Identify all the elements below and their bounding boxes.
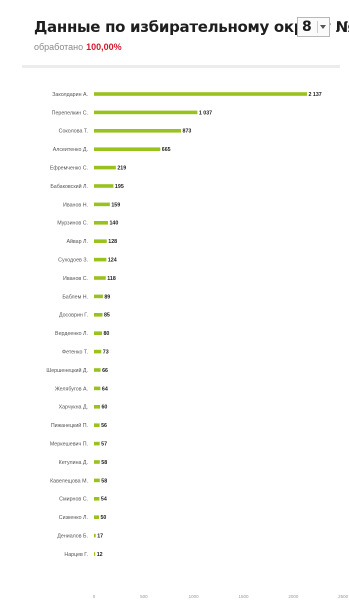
value-label: 54 bbox=[101, 497, 107, 503]
value-label: 118 bbox=[107, 276, 116, 282]
value-label: 64 bbox=[102, 386, 108, 392]
x-tick-label: 2000 bbox=[288, 594, 299, 599]
value-label: 159 bbox=[111, 202, 120, 208]
x-axis-ticks: 0 500 1000 1500 2000 2500 bbox=[93, 594, 349, 599]
category-label: Соколова Т. bbox=[59, 129, 88, 135]
bar[interactable] bbox=[94, 110, 198, 115]
category-label: Иванов С. bbox=[63, 276, 88, 282]
bar[interactable] bbox=[94, 533, 96, 538]
bar[interactable] bbox=[94, 386, 101, 391]
category-label: Айвар Л. bbox=[66, 238, 88, 245]
bar[interactable] bbox=[94, 441, 100, 446]
category-label: Харчукна Д. bbox=[59, 405, 88, 411]
value-labels: 2 137 1 037 873 665 219 195 159 140 128 124 118 89 8… bbox=[97, 92, 322, 558]
bar[interactable] bbox=[94, 165, 116, 170]
category-label: Иванов Н. bbox=[63, 202, 88, 208]
value-label: 128 bbox=[108, 239, 117, 245]
category-label: Дениалов Б. bbox=[57, 534, 88, 540]
x-tick-label: 2500 bbox=[338, 594, 349, 599]
bar[interactable] bbox=[94, 405, 100, 409]
page-title: Данные по избирательному округу № bbox=[34, 18, 349, 36]
value-label: 50 bbox=[100, 515, 106, 521]
category-label: Заколдарин А. bbox=[52, 92, 88, 98]
category-label: Мурзинов С. bbox=[57, 221, 88, 227]
chart-header: Данные по избирательному округу № 8 обра… bbox=[0, 0, 349, 78]
value-label: 140 bbox=[109, 221, 118, 227]
category-label: Смирнов С. bbox=[59, 497, 88, 503]
category-label: Меркешевич П. bbox=[50, 442, 88, 448]
category-label: Перепелкин С. bbox=[52, 110, 88, 116]
value-label: 12 bbox=[97, 552, 103, 558]
category-label: Бабаковский Л. bbox=[50, 183, 88, 190]
bar[interactable] bbox=[94, 239, 107, 243]
bar[interactable] bbox=[94, 276, 106, 280]
district-value: 8 bbox=[302, 19, 312, 35]
value-label: 89 bbox=[104, 294, 110, 300]
value-label: 17 bbox=[97, 534, 103, 540]
category-label: Пижанецкий П. bbox=[51, 422, 88, 429]
value-label: 873 bbox=[183, 129, 192, 135]
category-label: Нарцев Г. bbox=[64, 552, 88, 558]
category-label: Сизкенко Л. bbox=[59, 515, 88, 521]
bar[interactable] bbox=[94, 313, 103, 317]
bar[interactable] bbox=[94, 478, 100, 483]
x-tick-label: 1500 bbox=[239, 594, 250, 599]
x-tick-label: 1000 bbox=[189, 594, 200, 599]
value-label: 1 037 bbox=[199, 110, 212, 116]
value-label: 2 137 bbox=[309, 92, 322, 98]
category-label: Фетенко Т. bbox=[62, 350, 88, 356]
bar[interactable] bbox=[94, 460, 100, 464]
bar[interactable] bbox=[94, 92, 307, 96]
bar[interactable] bbox=[94, 202, 110, 207]
bar[interactable] bbox=[94, 552, 96, 556]
category-label: Алсеитенко Д. bbox=[53, 147, 88, 153]
value-label: 58 bbox=[101, 478, 107, 484]
processed-status: обработано 100,00% bbox=[34, 42, 122, 52]
category-labels: Заколдарин А. Перепелкин С. Соколова Т. Алс… bbox=[46, 92, 88, 558]
category-label: Вердеенко Л. bbox=[55, 331, 88, 337]
district-select[interactable]: 8 bbox=[297, 17, 330, 37]
bar[interactable] bbox=[94, 147, 161, 151]
category-label: Суходоев З. bbox=[58, 258, 88, 264]
value-label: 60 bbox=[101, 405, 107, 411]
bar[interactable] bbox=[94, 497, 100, 501]
bar[interactable] bbox=[94, 184, 114, 188]
value-label: 56 bbox=[101, 423, 107, 429]
bar[interactable] bbox=[94, 331, 102, 335]
processed-label: обработано bbox=[34, 42, 84, 52]
category-label: Баблем Н. bbox=[62, 294, 88, 300]
bar[interactable] bbox=[94, 515, 99, 519]
value-label: 66 bbox=[102, 368, 108, 374]
category-label: Ефремченко С. bbox=[50, 166, 88, 172]
chevron-down-icon[interactable] bbox=[317, 21, 327, 33]
bar[interactable] bbox=[94, 368, 101, 372]
header-divider bbox=[22, 65, 340, 68]
bar[interactable] bbox=[94, 294, 103, 299]
value-label: 195 bbox=[115, 184, 124, 190]
category-label: Шершенецкий Д. bbox=[46, 367, 88, 374]
bar[interactable] bbox=[94, 349, 102, 354]
category-label: Кавелещова М. bbox=[50, 478, 88, 484]
processed-value: 100,00% bbox=[86, 42, 122, 52]
value-label: 665 bbox=[162, 147, 171, 153]
category-label: Желябугов А. bbox=[55, 386, 88, 392]
x-tick-label: 0 bbox=[93, 594, 96, 599]
category-label: Досоврин Г. bbox=[59, 313, 88, 319]
value-label: 124 bbox=[108, 258, 117, 264]
value-label: 80 bbox=[103, 331, 109, 337]
value-label: 219 bbox=[117, 166, 126, 172]
bar[interactable] bbox=[94, 257, 107, 262]
bars bbox=[94, 92, 307, 556]
bar[interactable] bbox=[94, 221, 108, 225]
value-label: 58 bbox=[101, 460, 107, 466]
bar[interactable] bbox=[94, 129, 182, 133]
value-label: 73 bbox=[103, 350, 109, 356]
x-tick-label: 500 bbox=[140, 594, 148, 599]
category-label: Кетулина Д. bbox=[59, 460, 88, 466]
value-label: 85 bbox=[104, 313, 110, 319]
value-label: 57 bbox=[101, 442, 107, 448]
bar[interactable] bbox=[94, 423, 100, 427]
